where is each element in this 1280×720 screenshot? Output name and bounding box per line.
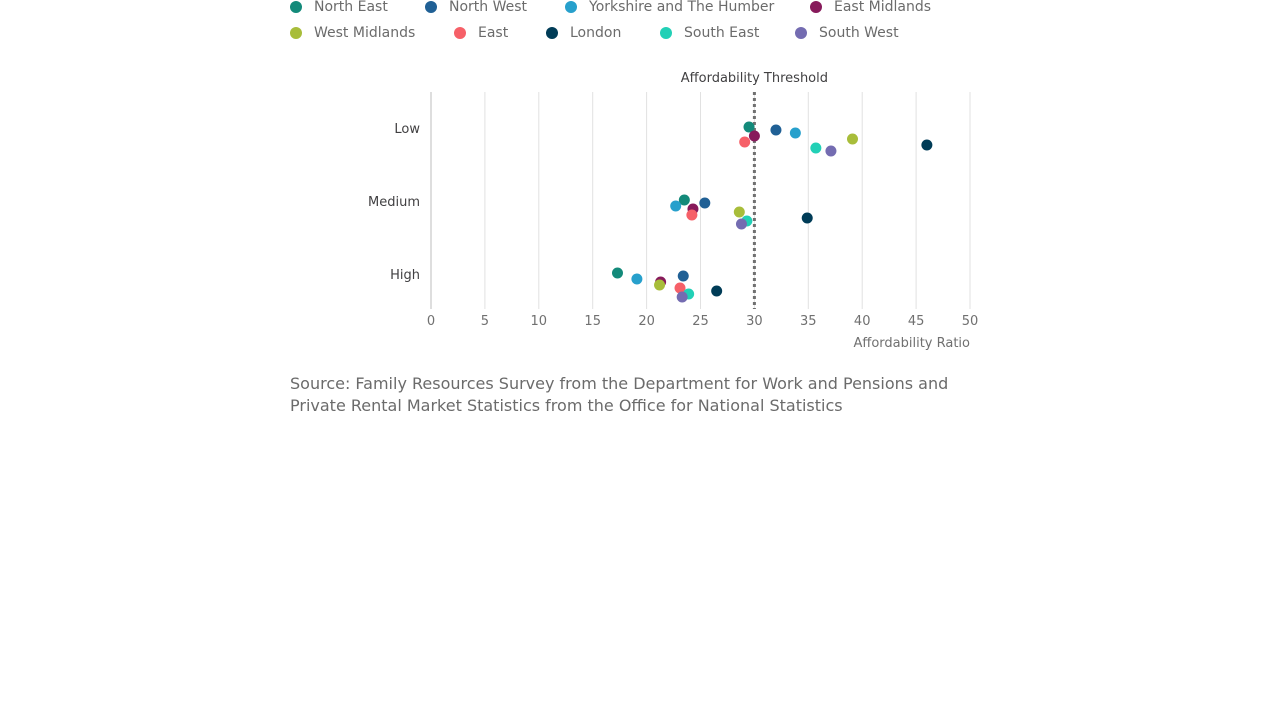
x-tick-label: 20 [638,314,655,329]
legend-item-east-midlands[interactable]: East Midlands [810,0,931,16]
x-tick-label: 50 [962,314,979,329]
legend-item-south-east[interactable]: South East [660,24,759,42]
data-point [676,291,688,303]
x-tick-label: 35 [800,314,817,329]
legend-label: South West [819,25,899,41]
x-tick-label: 30 [746,314,763,329]
x-tick-label: 40 [854,314,871,329]
legend-label: Yorkshire and The Humber [589,0,775,15]
legend-swatch [290,1,302,13]
legend-label: North East [314,0,388,15]
legend-label: East [478,25,509,41]
source-note: Source: Family Resources Survey from the… [290,374,949,415]
data-point [670,200,682,212]
legend-swatch [546,27,558,39]
x-tick-label: 10 [531,314,548,329]
data-point [770,124,782,136]
x-tick-label: 25 [692,314,709,329]
legend-item-south-west[interactable]: South West [795,24,899,42]
data-point [921,139,933,151]
category-label: Medium [368,195,420,210]
legend-swatch [290,27,302,39]
data-point [686,209,698,221]
legend-swatch [810,1,822,13]
x-tick-label: 45 [908,314,925,329]
legend-item-north-east[interactable]: North East [290,0,388,16]
data-point [678,194,690,206]
data-point [699,197,711,209]
legend-swatch [660,27,672,39]
data-point [801,212,813,224]
data-point [677,270,689,282]
category-label: Low [394,122,420,137]
x-axis-title: Affordability Ratio [853,336,970,351]
data-point [846,133,858,145]
data-point [825,145,837,157]
x-tick-label: 15 [584,314,601,329]
legend-label: West Midlands [314,25,416,41]
legend-swatch [425,1,437,13]
data-point [674,282,686,294]
data-point [748,130,760,142]
affordability-chart: 0 5 10 15 20 25 30 35 40 45 50 Low Medium High Afforda… [368,71,979,351]
legend-item-west-midlands[interactable]: West Midlands [290,24,415,42]
data-point [810,142,822,154]
x-tick-label: 0 [427,314,435,329]
threshold-label: Affordability Threshold [681,71,828,86]
legend-swatch [565,1,577,13]
data-point [789,127,801,139]
data-point [739,136,751,148]
data-point [735,218,747,230]
x-tick-label: 5 [481,314,489,329]
data-point [611,267,623,279]
data-point [711,285,723,297]
chart-legend: North East North West Yorkshire and The … [290,0,990,50]
legend-row: North East North West Yorkshire and The … [290,0,990,24]
legend-row: West Midlands East London South East Sou… [290,24,990,50]
legend-swatch [454,27,466,39]
legend-label: North West [449,0,528,15]
legend-swatch [795,27,807,39]
data-point [631,273,643,285]
data-point [654,279,666,291]
legend-item-yorkshire-and-the-humber[interactable]: Yorkshire and The Humber [565,0,774,16]
legend-label: South East [684,25,760,41]
legend-item-london[interactable]: London [546,24,621,42]
data-point [743,121,755,133]
legend-item-north-west[interactable]: North West [425,0,527,16]
legend-label: East Midlands [834,0,932,15]
data-point [733,206,745,218]
legend-item-east[interactable]: East [454,24,508,42]
legend-label: London [570,25,622,41]
category-label: High [390,268,420,283]
